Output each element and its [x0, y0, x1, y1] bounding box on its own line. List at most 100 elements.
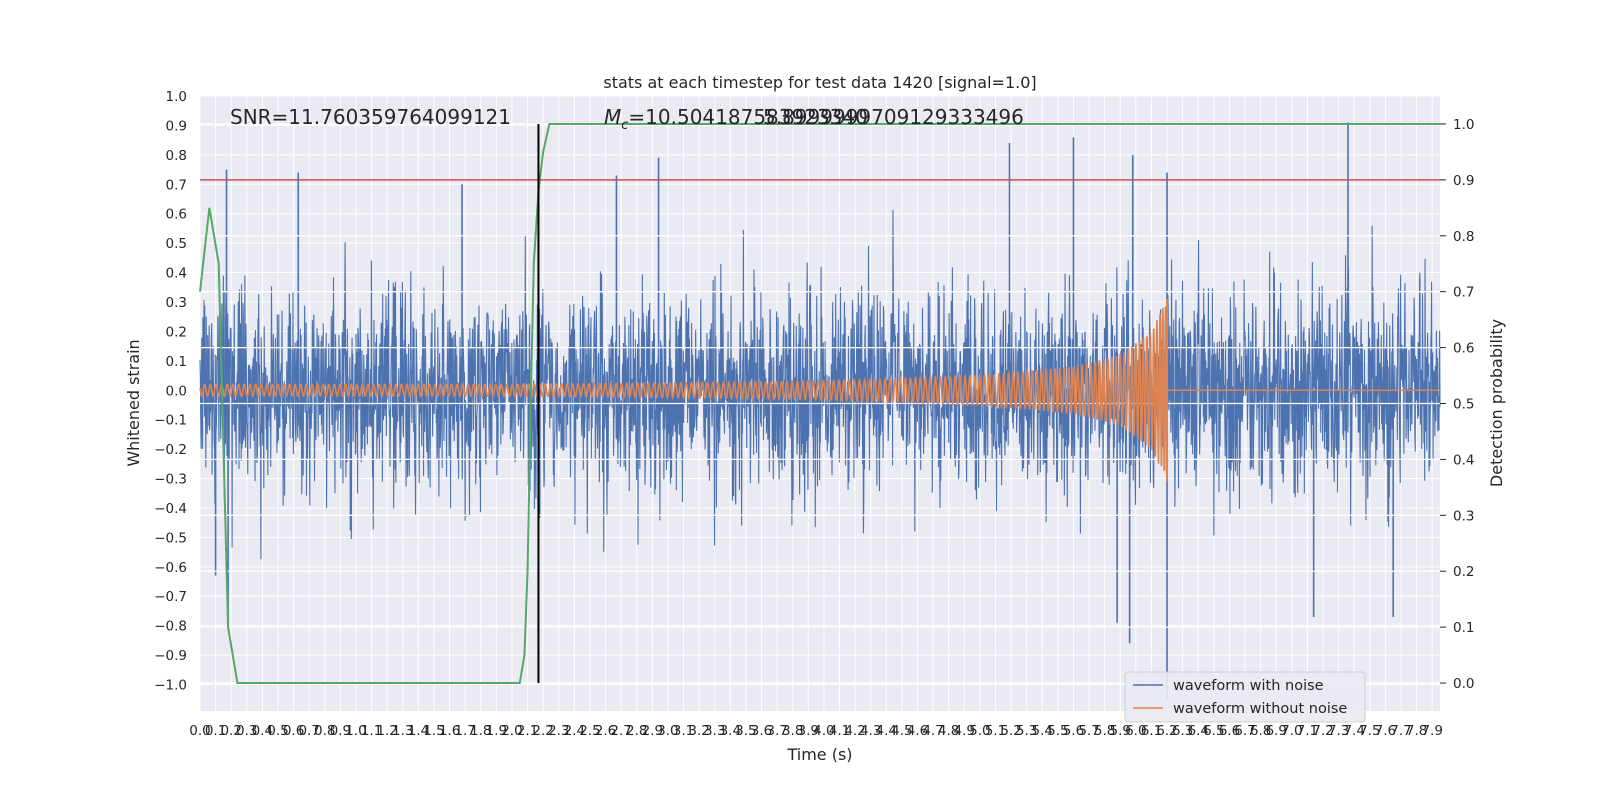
x-tick-label: 4.7 — [922, 723, 943, 739]
x-tick-label: 7.5 — [1359, 723, 1380, 739]
x-tick-label: 2.6 — [595, 723, 616, 739]
x-tick-label: 4.5 — [891, 723, 912, 739]
x-tick-label: 2.9 — [642, 723, 663, 739]
chirp-mass-annotation: Mc=10.504187583923340 — [604, 105, 868, 133]
x-tick-label: 5.6 — [1063, 723, 1084, 739]
chirp-mass-subscript: c — [621, 118, 628, 133]
x-axis-ticks: 0.00.10.20.30.40.50.60.70.80.91.01.11.21… — [189, 723, 1443, 739]
x-tick-label: 2.3 — [548, 723, 569, 739]
x-tick-label: 7.7 — [1390, 723, 1411, 739]
x-tick-label: 1.2 — [376, 723, 397, 739]
x-tick-label: 7.9 — [1421, 723, 1442, 739]
x-tick-label: 4.0 — [813, 723, 834, 739]
chart-title: stats at each timestep for test data 142… — [603, 73, 1036, 92]
y2-tick-label: 0.7 — [1453, 285, 1474, 301]
x-tick-label: 4.9 — [954, 723, 975, 739]
x-tick-label: 1.4 — [408, 723, 429, 739]
y2-tick-label: 0.8 — [1453, 229, 1474, 245]
y-tick-label: −0.7 — [154, 589, 187, 605]
y-axis-label: Whitened strain — [124, 339, 143, 466]
y-tick-label: 0.4 — [166, 266, 187, 282]
series-detection-probability — [199, 122, 1440, 685]
x-tick-label: 3.5 — [735, 723, 756, 739]
x-tick-label: 2.0 — [501, 723, 522, 739]
x-tick-label: 7.3 — [1328, 723, 1349, 739]
x-tick-label: 0.3 — [236, 723, 257, 739]
y-tick-label: 1.0 — [166, 89, 187, 105]
x-tick-label: 5.7 — [1078, 723, 1099, 739]
y-tick-label: 0.6 — [166, 207, 187, 223]
x-tick-label: 0.5 — [267, 723, 288, 739]
x-tick-label: 0.8 — [314, 723, 335, 739]
x-tick-label: 3.7 — [766, 723, 787, 739]
y-tick-label: 0.8 — [166, 148, 187, 164]
x-tick-label: 6.4 — [1187, 723, 1208, 739]
y2-tick-label: 0.3 — [1453, 508, 1474, 524]
y-tick-label: 0.3 — [166, 295, 187, 311]
x-tick-label: 2.4 — [564, 723, 585, 739]
x-tick-label: 5.5 — [1047, 723, 1068, 739]
y-tick-label: 0.5 — [166, 236, 187, 252]
x-tick-label: 1.6 — [439, 723, 460, 739]
x-tick-label: 6.2 — [1156, 723, 1177, 739]
x-tick-label: 0.9 — [330, 723, 351, 739]
y2-tick-label: 0.2 — [1453, 564, 1474, 580]
x-tick-label: 3.0 — [657, 723, 678, 739]
y2-axis-ticks: 1.0 0.9 0.8 0.7 0.6 0.5 0.4 0.3 0.2 0.1 0.0 — [1440, 117, 1474, 692]
y2-axis-label: Detection probability — [1487, 319, 1506, 487]
x-tick-label: 3.2 — [688, 723, 709, 739]
x-tick-label: 6.8 — [1250, 723, 1271, 739]
legend: waveform with noise waveform without noi… — [1124, 671, 1366, 723]
x-tick-label: 7.0 — [1281, 723, 1302, 739]
y-tick-label: 0.2 — [166, 324, 187, 340]
x-tick-label: 1.3 — [392, 723, 413, 739]
detection-probability-line — [199, 122, 1440, 685]
y-tick-label: −0.9 — [154, 648, 187, 664]
x-tick-label: 1.1 — [361, 723, 382, 739]
overlapping-annotation: 5.8999999709129333496 — [763, 105, 1024, 129]
x-tick-label: 5.3 — [1016, 723, 1037, 739]
x-tick-label: 4.3 — [860, 723, 881, 739]
x-tick-label: 0.6 — [283, 723, 304, 739]
y2-tick-label: 0.9 — [1453, 173, 1474, 189]
y2-tick-label: 0.5 — [1453, 397, 1474, 413]
y-axis-ticks: 1.0 0.9 0.8 0.7 0.6 0.5 0.4 0.3 0.2 0.1 0.0 −0.1 −0.… — [154, 89, 187, 694]
x-tick-label: 4.1 — [829, 723, 850, 739]
y-tick-label: 0.1 — [166, 354, 187, 370]
x-tick-label: 0.1 — [205, 723, 226, 739]
x-tick-label: 3.1 — [673, 723, 694, 739]
x-tick-label: 7.8 — [1406, 723, 1427, 739]
x-tick-label: 1.5 — [423, 723, 444, 739]
x-tick-label: 4.2 — [844, 723, 865, 739]
x-tick-label: 5.4 — [1032, 723, 1053, 739]
chirp-mass-value: =10.504187583923340 — [628, 105, 867, 129]
waveform-without-noise-line — [199, 306, 1440, 474]
x-tick-label: 5.8 — [1094, 723, 1115, 739]
x-tick-label: 3.4 — [720, 723, 741, 739]
x-tick-label: 6.0 — [1125, 723, 1146, 739]
x-tick-label: 4.8 — [938, 723, 959, 739]
x-tick-label: 7.1 — [1297, 723, 1318, 739]
legend-entry-clean: waveform without noise — [1173, 701, 1347, 717]
y-tick-label: 0.9 — [166, 118, 187, 134]
x-tick-label: 0.2 — [220, 723, 241, 739]
x-tick-label: 5.2 — [1000, 723, 1021, 739]
x-tick-label: 4.6 — [907, 723, 928, 739]
y-tick-label: 0.0 — [166, 383, 187, 399]
x-tick-label: 7.4 — [1343, 723, 1364, 739]
x-axis-label: Time (s) — [786, 745, 852, 764]
x-tick-label: 6.6 — [1219, 723, 1240, 739]
x-tick-label: 6.9 — [1265, 723, 1286, 739]
x-tick-label: 3.8 — [782, 723, 803, 739]
x-tick-label: 1.0 — [345, 723, 366, 739]
y2-tick-label: 0.6 — [1453, 341, 1474, 357]
x-tick-label: 5.9 — [1110, 723, 1131, 739]
x-tick-label: 1.8 — [470, 723, 491, 739]
y-tick-label: −0.5 — [154, 530, 187, 546]
y2-tick-label: 0.0 — [1453, 676, 1474, 692]
y-tick-label: −0.6 — [154, 560, 187, 576]
y-tick-label: −0.8 — [154, 619, 187, 635]
x-tick-label: 1.9 — [486, 723, 507, 739]
x-tick-label: 2.2 — [532, 723, 553, 739]
x-tick-label: 6.1 — [1141, 723, 1162, 739]
